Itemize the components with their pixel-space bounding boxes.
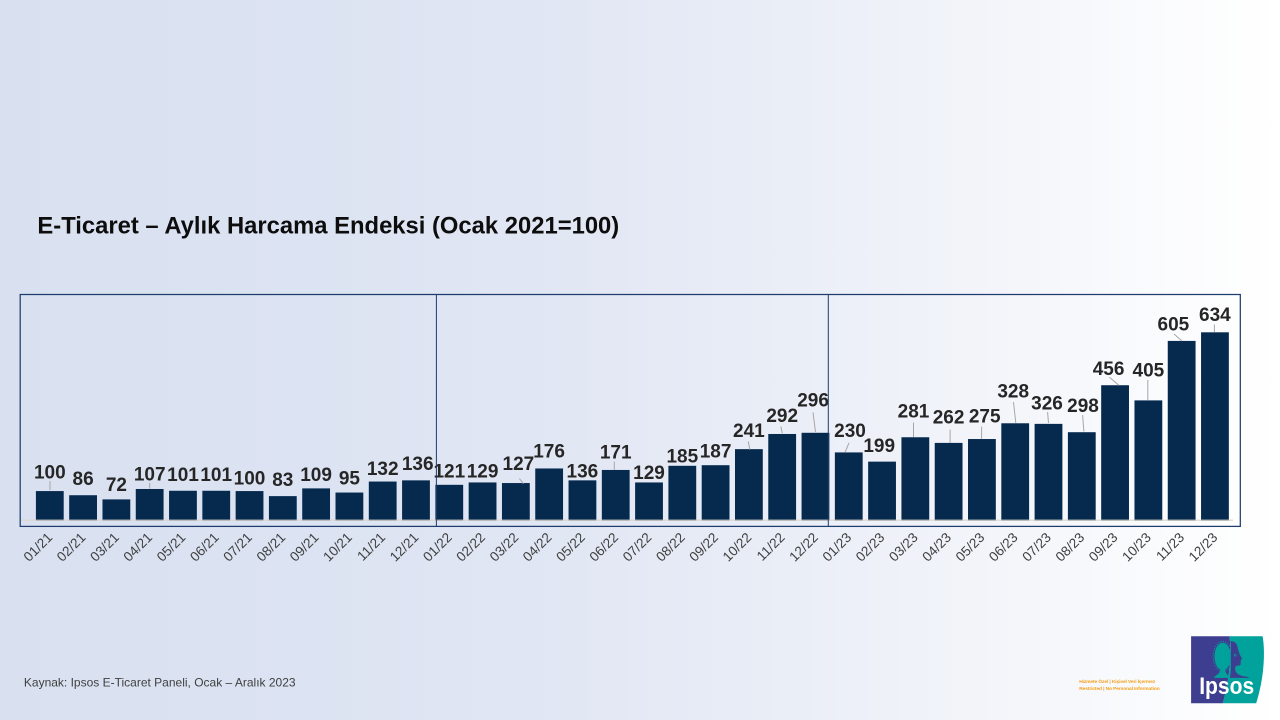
svg-text:86: 86 bbox=[73, 469, 94, 490]
svg-text:Restricted | No Personal Infor: Restricted | No Personal Information bbox=[1079, 686, 1160, 692]
svg-text:328: 328 bbox=[997, 382, 1029, 403]
svg-text:100: 100 bbox=[34, 463, 66, 484]
svg-text:109: 109 bbox=[300, 465, 332, 486]
svg-text:101: 101 bbox=[167, 465, 199, 486]
svg-text:121: 121 bbox=[433, 462, 465, 483]
svg-text:E-Ticaret – Aylık Harcama Ende: E-Ticaret – Aylık Harcama Endeksi (Ocak … bbox=[37, 213, 619, 240]
svg-text:185: 185 bbox=[666, 447, 698, 468]
svg-text:Hizmete Özel | Kişisel Veri İç: Hizmete Özel | Kişisel Veri İçermez bbox=[1079, 678, 1156, 685]
svg-text:298: 298 bbox=[1067, 396, 1099, 417]
svg-text:Kaynak: Ipsos E-Ticaret Paneli: Kaynak: Ipsos E-Ticaret Paneli, Ocak – A… bbox=[24, 675, 296, 689]
svg-text:456: 456 bbox=[1093, 359, 1125, 380]
svg-text:326: 326 bbox=[1031, 393, 1063, 414]
svg-text:262: 262 bbox=[933, 408, 965, 429]
svg-text:187: 187 bbox=[700, 442, 732, 463]
svg-text:83: 83 bbox=[272, 470, 293, 491]
svg-text:136: 136 bbox=[402, 454, 434, 475]
svg-text:100: 100 bbox=[234, 469, 266, 490]
svg-text:127: 127 bbox=[503, 454, 535, 475]
svg-text:Ipsos: Ipsos bbox=[1199, 673, 1254, 700]
svg-text:275: 275 bbox=[969, 407, 1001, 428]
svg-text:230: 230 bbox=[834, 421, 866, 442]
svg-text:101: 101 bbox=[200, 465, 232, 486]
svg-text:129: 129 bbox=[467, 462, 499, 483]
svg-text:72: 72 bbox=[106, 475, 127, 496]
svg-text:405: 405 bbox=[1133, 361, 1165, 382]
svg-text:95: 95 bbox=[339, 468, 361, 489]
svg-text:605: 605 bbox=[1158, 315, 1190, 336]
svg-text:132: 132 bbox=[367, 459, 399, 480]
svg-text:176: 176 bbox=[533, 442, 565, 463]
svg-text:634: 634 bbox=[1199, 305, 1231, 326]
svg-text:171: 171 bbox=[600, 443, 632, 464]
svg-text:136: 136 bbox=[567, 462, 599, 483]
svg-text:296: 296 bbox=[797, 390, 829, 411]
svg-text:199: 199 bbox=[863, 436, 895, 457]
svg-text:281: 281 bbox=[898, 401, 930, 422]
svg-text:292: 292 bbox=[766, 406, 798, 427]
svg-text:241: 241 bbox=[733, 421, 765, 442]
svg-text:107: 107 bbox=[134, 464, 166, 485]
svg-text:129: 129 bbox=[633, 463, 665, 484]
